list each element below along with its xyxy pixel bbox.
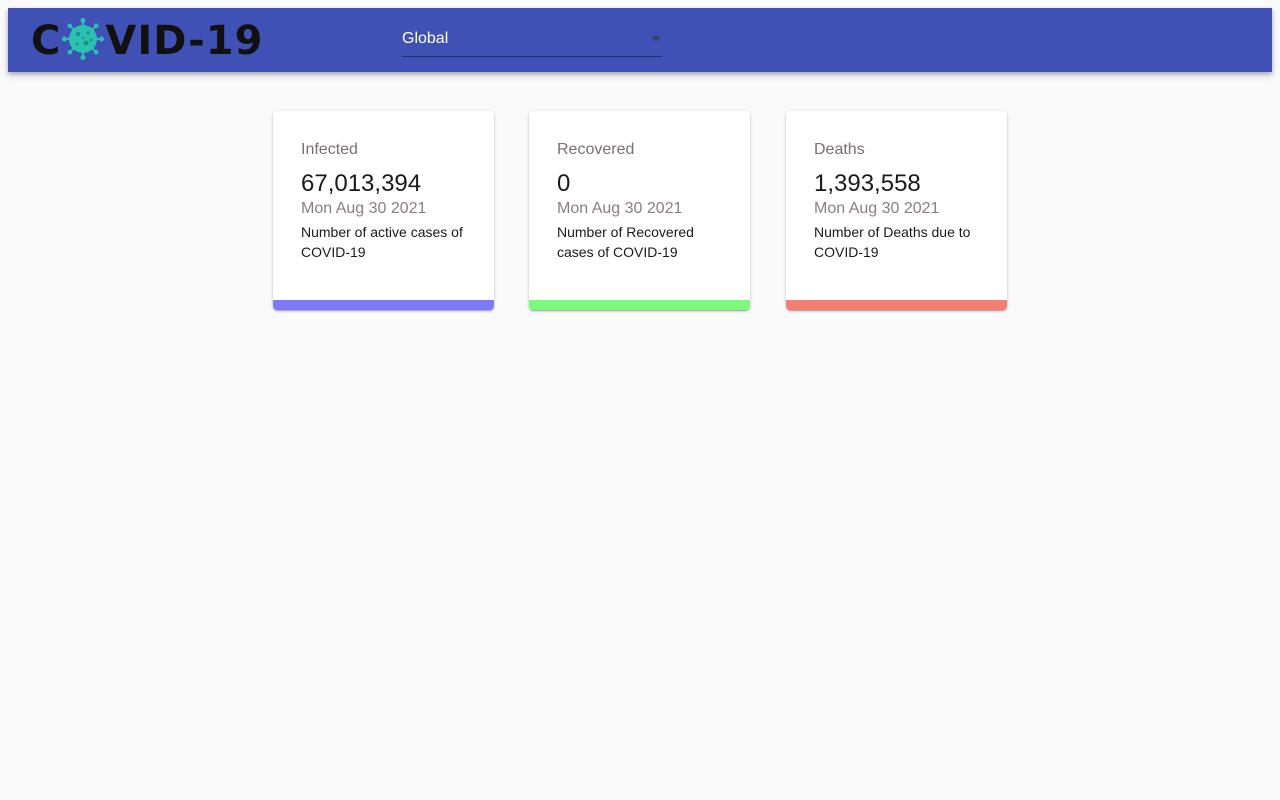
app-bar: C bbox=[8, 8, 1272, 72]
country-select[interactable]: Global bbox=[402, 26, 662, 57]
card-title: Infected bbox=[301, 141, 358, 158]
card-count: 67,013,394 bbox=[301, 170, 422, 197]
deaths-card: Deaths 1,393,558 Mon Aug 30 2021 Number … bbox=[786, 111, 1007, 310]
card-color-bar bbox=[273, 300, 494, 310]
logo-text: C bbox=[31, 16, 263, 66]
card-count: 1,393,558 bbox=[814, 170, 921, 197]
card-description: Number of active cases of COVID-19 bbox=[301, 224, 463, 260]
country-select-value: Global bbox=[402, 30, 449, 47]
card-date: Mon Aug 30 2021 bbox=[814, 200, 940, 217]
virus-icon bbox=[62, 18, 105, 60]
covid-19-logo: C bbox=[31, 16, 263, 66]
card-date: Mon Aug 30 2021 bbox=[557, 200, 683, 217]
card-title: Deaths bbox=[814, 141, 865, 158]
card-count: 0 bbox=[557, 170, 571, 197]
stats-cards: Infected 67,013,394 Mon Aug 30 2021 Numb… bbox=[273, 111, 1007, 311]
card-date: Mon Aug 30 2021 bbox=[301, 200, 427, 217]
card-description: Number of Recovered cases of COVID-19 bbox=[557, 224, 694, 260]
logo-text-end: VID-19 bbox=[105, 18, 264, 64]
card-color-bar bbox=[529, 300, 750, 310]
infected-card: Infected 67,013,394 Mon Aug 30 2021 Numb… bbox=[273, 111, 494, 310]
logo-text-start: C bbox=[31, 18, 62, 64]
recovered-card: Recovered 0 Mon Aug 30 2021 Number of Re… bbox=[529, 111, 750, 310]
card-color-bar bbox=[786, 300, 1007, 310]
card-title: Recovered bbox=[557, 141, 635, 158]
card-description: Number of Deaths due to COVID-19 bbox=[814, 224, 971, 260]
